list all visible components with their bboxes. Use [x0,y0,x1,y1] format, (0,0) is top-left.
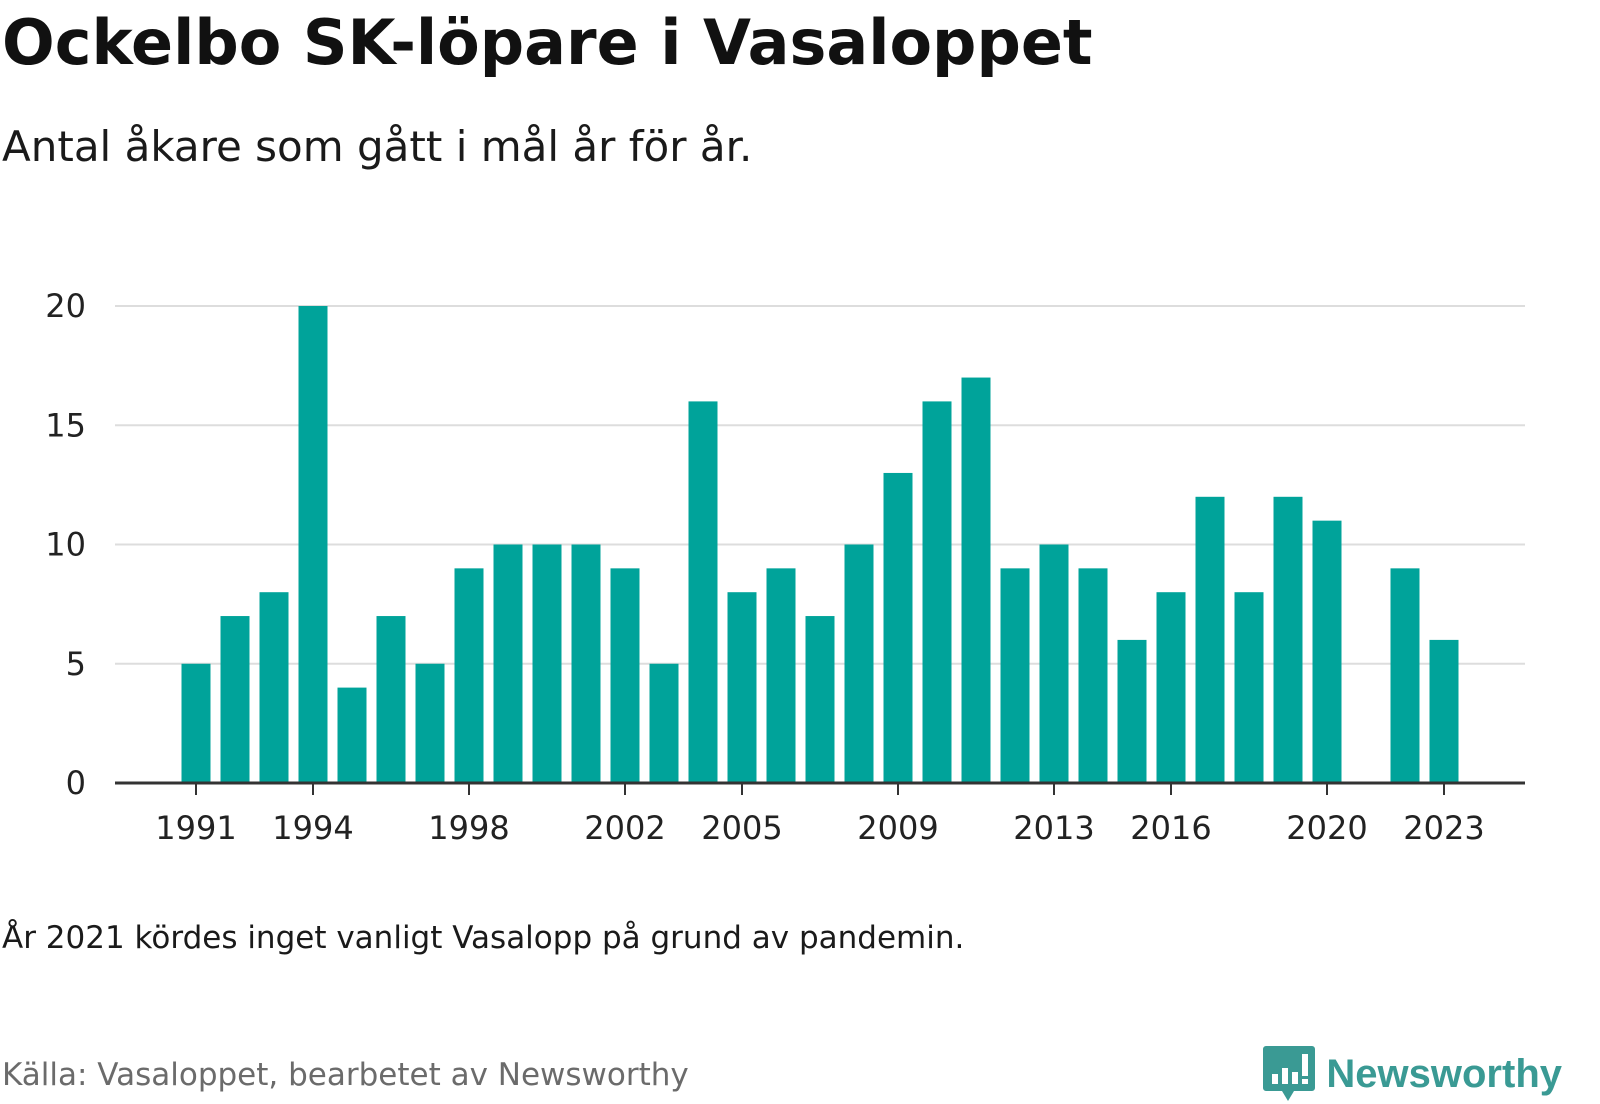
x-tick-label-2013: 2013 [1013,809,1094,847]
bar-2010 [922,401,952,783]
bar-2004 [688,401,718,783]
bar-2017 [1195,496,1225,783]
chart-title: Ockelbo SK-löpare i Vasaloppet [2,6,1093,79]
footnote: År 2021 kördes inget vanligt Vasalopp på… [2,920,965,956]
x-tick-label-2020: 2020 [1286,809,1367,847]
bar-chart: 0 5 10 15 20 1991 1994 1998 2002 2005 2009 2013 2016… [45,287,1525,847]
bar-2006 [766,568,796,783]
y-tick-label-15: 15 [45,406,86,444]
bar-1995 [337,687,367,783]
source-text: Källa: Vasaloppet, bearbetet av Newswort… [2,1057,689,1093]
bar-2000 [532,544,562,783]
bar-2015 [1117,639,1147,783]
bar-1993 [259,592,289,783]
y-tick-label-0: 0 [66,764,86,802]
bar-1994 [298,306,328,783]
bar-1996 [376,616,406,783]
bar-2023 [1429,639,1459,783]
bar-2002 [610,568,640,783]
bar-1998 [454,568,484,783]
bar-1991 [181,663,211,783]
bar-chart-speech-bubble-icon [1263,1046,1316,1101]
y-tick-label-10: 10 [45,526,86,564]
bar-1997 [415,663,445,783]
x-tick-label-1994: 1994 [272,809,353,847]
x-tick-label-2016: 2016 [1130,809,1211,847]
newsworthy-logo: Newsworthy [1262,1044,1562,1104]
x-tick-label-2023: 2023 [1403,809,1484,847]
bar-2022 [1390,568,1420,783]
x-tick-label-2002: 2002 [584,809,665,847]
bar-2016 [1156,592,1186,783]
bar-2011 [961,377,991,783]
x-tick-label-1998: 1998 [428,809,509,847]
bar-1992 [220,616,250,783]
bar-2001 [571,544,601,783]
chart-subtitle: Antal åkare som gått i mål år för år. [2,122,753,171]
x-tick-label-2009: 2009 [857,809,938,847]
bar-2013 [1039,544,1069,783]
bar-2008 [844,544,874,783]
x-tick-label-2005: 2005 [701,809,782,847]
y-tick-label-5: 5 [66,645,86,683]
bar-2014 [1078,568,1108,783]
logo-text: Newsworthy [1326,1051,1562,1096]
bar-2020 [1312,520,1342,783]
bar-2012 [1000,568,1030,783]
bar-2019 [1273,496,1303,783]
bar-2005 [727,592,757,783]
y-tick-label-20: 20 [45,287,86,325]
bar-2003 [649,663,679,783]
bar-2009 [883,472,913,783]
bar-1999 [493,544,523,783]
x-tick-label-1991: 1991 [155,809,236,847]
bar-2018 [1234,592,1264,783]
bar-2007 [805,616,835,783]
